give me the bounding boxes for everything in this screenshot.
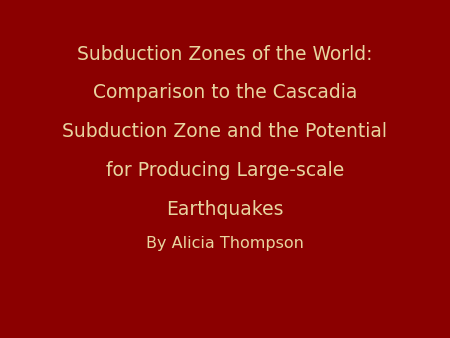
Text: Subduction Zones of the World:: Subduction Zones of the World: <box>77 45 373 64</box>
Text: Earthquakes: Earthquakes <box>166 200 284 219</box>
Text: By Alicia Thompson: By Alicia Thompson <box>146 236 304 251</box>
Text: for Producing Large-scale: for Producing Large-scale <box>106 161 344 180</box>
Text: Subduction Zone and the Potential: Subduction Zone and the Potential <box>63 122 387 141</box>
Text: Comparison to the Cascadia: Comparison to the Cascadia <box>93 83 357 102</box>
